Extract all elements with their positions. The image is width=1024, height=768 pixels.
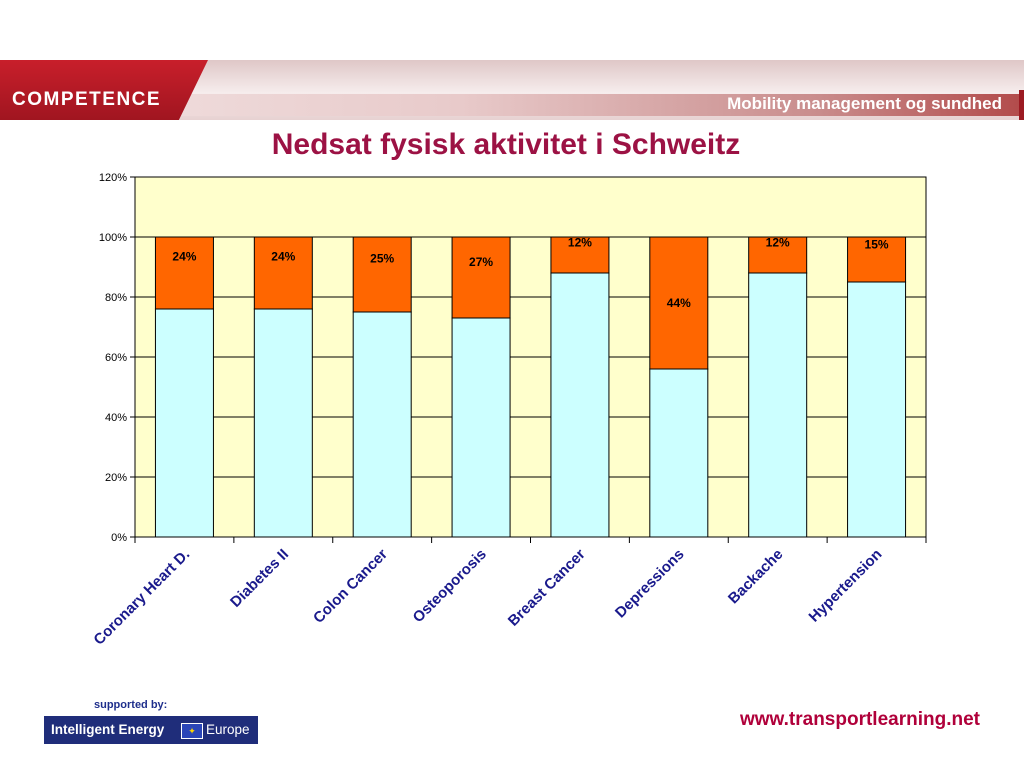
bars: [154, 236, 907, 538]
data-label: 12%: [568, 235, 592, 249]
bar-segment-inactive: [748, 236, 808, 274]
y-tick-label: 80%: [105, 292, 127, 304]
x-tick-label: Diabetes II: [227, 546, 292, 611]
y-tick-labels: 0% 20% 40% 60% 80% 100% 120%: [99, 172, 127, 544]
data-label: 24%: [271, 250, 295, 264]
x-tick-label: Hypertension: [806, 546, 886, 626]
x-tick-label: Coronary Heart D.: [90, 546, 193, 649]
data-label: 24%: [172, 250, 196, 264]
bar-segment-inactive: [253, 236, 313, 310]
axes: [130, 176, 927, 543]
x-tick-label: Osteoporosis: [410, 546, 490, 626]
data-label: 25%: [370, 251, 394, 265]
header-tagline: Mobility management og sundhed: [727, 94, 1002, 113]
bar-segment-active: [253, 308, 313, 538]
data-label: 44%: [667, 296, 691, 310]
bar-segment-inactive: [352, 236, 412, 313]
bar-segment-active: [154, 308, 214, 538]
bar-segment-inactive: [154, 236, 214, 310]
bar-segment-inactive: [649, 236, 709, 370]
y-tick-label: 120%: [99, 172, 127, 184]
header-banner: COMPETENCE Mobility management og sundhe…: [0, 60, 1024, 120]
bar-segment-active: [748, 272, 808, 538]
bar-segment-inactive: [451, 236, 511, 319]
data-label: 27%: [469, 255, 493, 269]
sponsor-name: Intelligent Energy: [51, 722, 165, 737]
intelligent-energy-logo: Intelligent Energy ✦ Europe: [44, 716, 258, 744]
data-label: 15%: [865, 238, 889, 252]
y-tick-label: 0%: [111, 532, 127, 544]
bar-segment-inactive: [550, 236, 610, 274]
y-tick-label: 20%: [105, 472, 127, 484]
bar-segment-active: [550, 272, 610, 538]
data-labels: 24% 24% 25% 27% 12% 44% 12% 15%: [172, 235, 888, 310]
bar-segment-active: [847, 281, 907, 538]
competence-logo: COMPETENCE: [0, 60, 208, 120]
sponsor-region: Europe: [206, 722, 250, 737]
x-tick-label: Depressions: [612, 546, 688, 622]
x-tick-label: Breast Cancer: [505, 546, 589, 630]
bar-segment-active: [352, 311, 412, 538]
y-tick-label: 40%: [105, 412, 127, 424]
bar-segment-inactive: [847, 236, 907, 283]
x-tick-labels: Coronary Heart D. Diabetes II Colon Cancer…: [90, 546, 885, 649]
y-tick-label: 100%: [99, 232, 127, 244]
x-tick-label: Backache: [725, 546, 787, 608]
eu-flag-icon: ✦: [181, 723, 203, 739]
bar-segment-active: [451, 317, 511, 538]
website-link[interactable]: www.transportlearning.net: [740, 709, 980, 730]
y-tick-label: 60%: [105, 352, 127, 364]
page-title: Nedsat fysisk aktivitet i Schweitz: [271, 128, 741, 161]
banner-edge: [1019, 90, 1024, 120]
logo-text: COMPETENCE: [12, 89, 162, 110]
x-tick-label: Colon Cancer: [310, 546, 391, 627]
banner-stripe: [0, 94, 1024, 116]
bar-segment-active: [649, 368, 709, 538]
supported-by-label: supported by:: [94, 699, 168, 711]
data-label: 12%: [766, 235, 790, 249]
